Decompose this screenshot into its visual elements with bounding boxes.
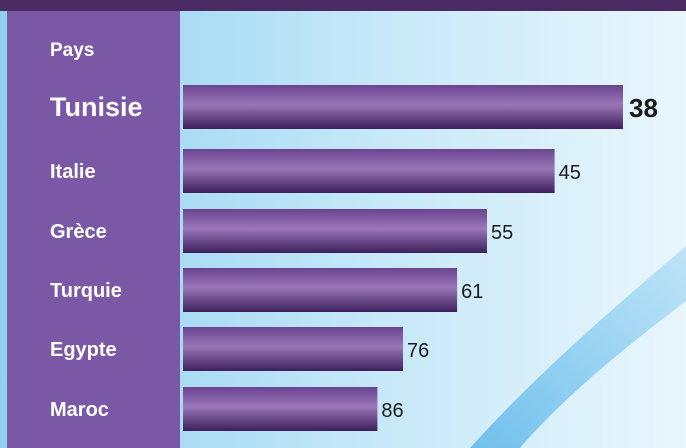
bar <box>183 387 378 431</box>
background-swoosh <box>470 246 686 448</box>
value-label: 45 <box>559 162 581 184</box>
bar <box>183 327 403 371</box>
value-label: 61 <box>461 281 483 303</box>
category-label: Turquie <box>50 280 122 302</box>
category-label: Maroc <box>50 399 109 421</box>
value-label: 76 <box>407 340 429 362</box>
category-label: Italie <box>50 161 96 183</box>
category-label: Egypte <box>50 339 117 361</box>
category-label: Grèce <box>50 221 107 243</box>
value-label: 55 <box>491 222 513 244</box>
top-bar <box>0 0 686 11</box>
value-label: 86 <box>381 400 403 422</box>
category-header: Pays <box>50 40 94 61</box>
bar <box>183 209 487 253</box>
category-sidebar <box>7 11 180 448</box>
bar <box>183 149 555 193</box>
bar <box>183 85 623 129</box>
category-label: Tunisie <box>50 92 143 122</box>
bar-rows: Tunisie 38 Italie 45 Grèce 55 Turquie 61 Egypte 7… <box>50 85 658 431</box>
value-label: 38 <box>629 93 658 123</box>
bar <box>183 268 458 312</box>
